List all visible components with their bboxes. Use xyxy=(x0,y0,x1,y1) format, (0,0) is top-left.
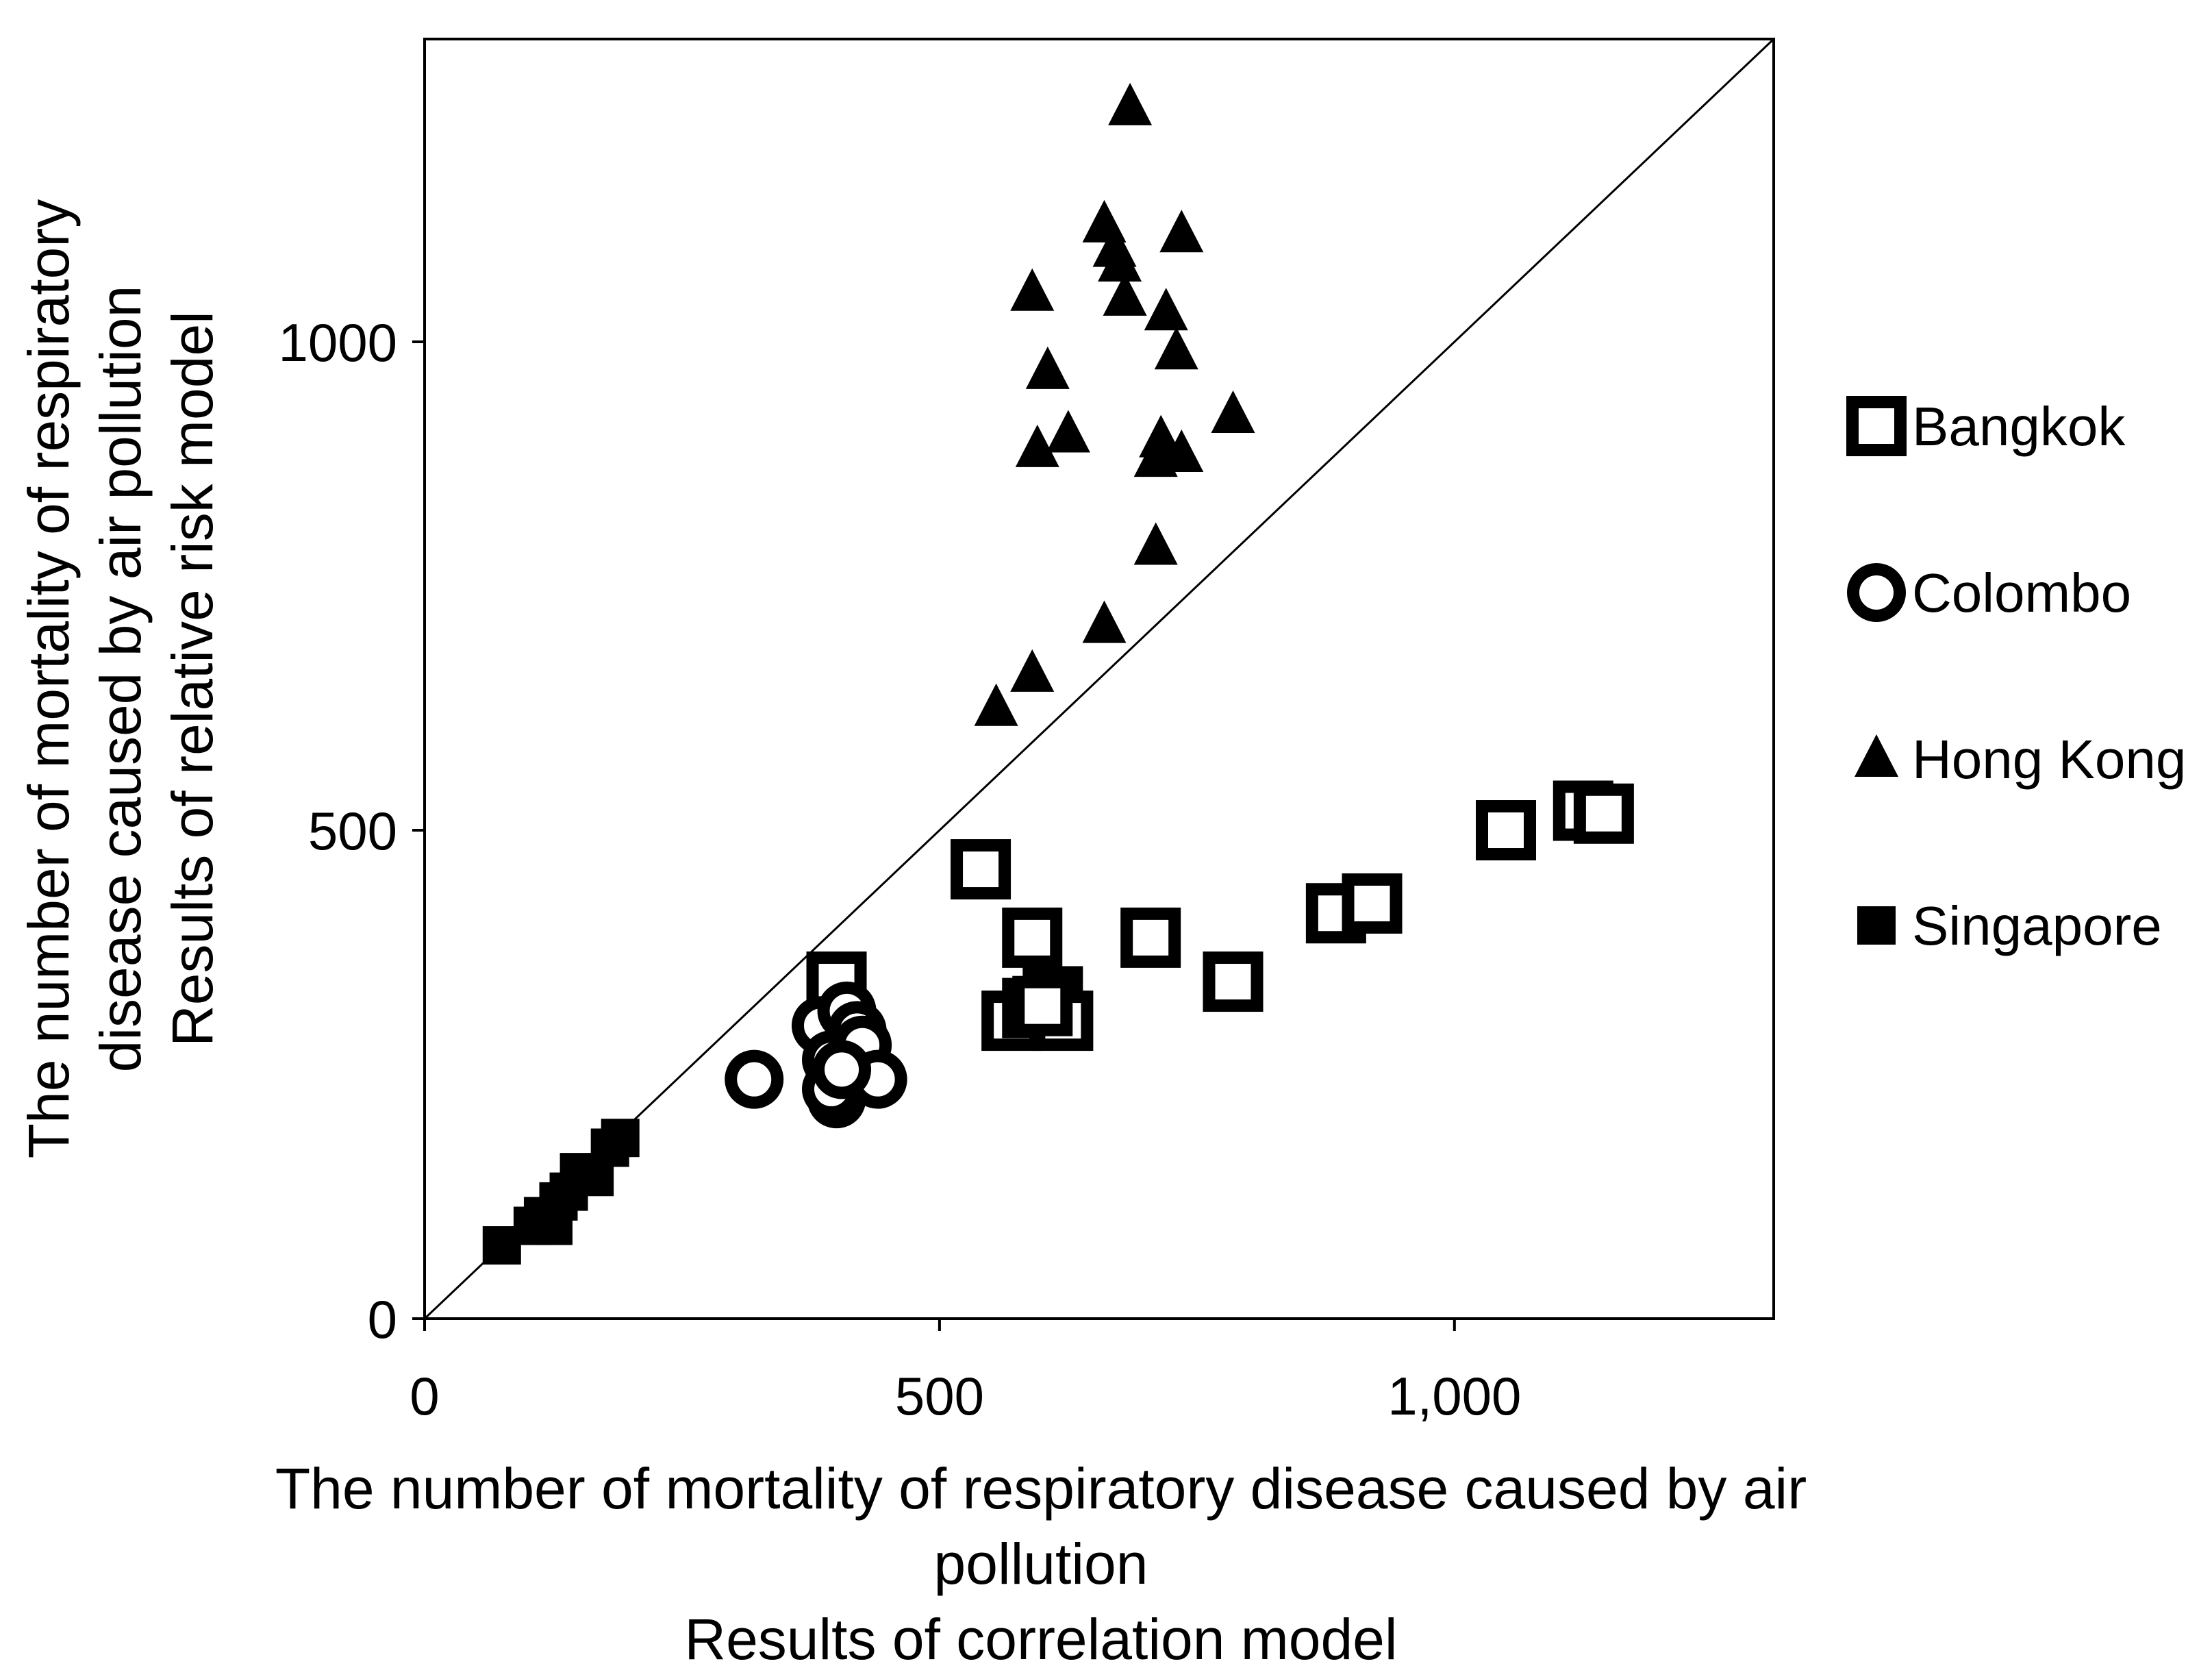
data-points xyxy=(482,82,1634,1265)
data-point xyxy=(974,683,1018,726)
x-axis-title: The number of mortality of respiratory d… xyxy=(275,1456,1807,1668)
data-point xyxy=(1098,238,1142,282)
y-axis: 0 500 1000 xyxy=(278,312,425,1349)
legend-label: Hong Kong xyxy=(1912,729,2186,790)
data-point xyxy=(1476,800,1537,861)
y-tick-label: 500 xyxy=(308,801,397,861)
data-point xyxy=(812,1040,872,1099)
series-colombo xyxy=(725,981,907,1129)
y-axis-title-line: Results of relative risk model xyxy=(160,311,225,1047)
data-point xyxy=(1025,346,1070,389)
x-axis-title-line: The number of mortality of respiratory d… xyxy=(275,1456,1807,1521)
legend-marker xyxy=(1846,396,1907,456)
y-axis-title-line: disease caused by air pollution xyxy=(88,286,153,1073)
data-point xyxy=(1342,873,1403,934)
data-point xyxy=(1082,600,1127,643)
data-point xyxy=(1144,288,1188,331)
x-axis-title-line: Results of correlation model xyxy=(684,1607,1397,1668)
data-point xyxy=(725,1049,784,1109)
data-point xyxy=(1159,430,1204,473)
data-point xyxy=(1046,410,1090,453)
series-bangkok xyxy=(806,780,1634,1051)
x-axis-title-line: pollution xyxy=(934,1532,1148,1596)
legend-marker xyxy=(1847,563,1906,622)
legend-label: Singapore xyxy=(1912,895,2162,956)
data-point xyxy=(1133,522,1178,565)
data-point xyxy=(1159,210,1204,253)
y-tick-label: 1000 xyxy=(278,312,397,373)
legend-marker xyxy=(1855,734,1898,777)
data-point xyxy=(1010,268,1055,311)
y-axis-title-line: The number of mortality of respiratory xyxy=(16,199,81,1159)
data-point xyxy=(1573,783,1634,844)
legend: Bangkok Colombo Hong Kong Singapore xyxy=(1846,396,2186,956)
legend-item: Colombo xyxy=(1847,562,2131,623)
data-point xyxy=(1120,907,1181,968)
x-tick-label: 500 xyxy=(895,1366,984,1426)
x-tick-label: 0 xyxy=(410,1366,439,1426)
data-point xyxy=(601,1119,640,1158)
data-point xyxy=(1211,390,1255,433)
legend-item: Singapore xyxy=(1857,895,2162,956)
x-tick-label: 1,000 xyxy=(1387,1366,1521,1426)
y-axis-title: The number of mortality of respiratory di… xyxy=(16,199,225,1159)
data-point xyxy=(1108,82,1153,125)
data-point xyxy=(1012,975,1073,1036)
data-point xyxy=(1002,907,1063,968)
series-hong-kong xyxy=(974,82,1255,726)
legend-item: Hong Kong xyxy=(1855,729,2186,790)
legend-marker xyxy=(1857,906,1896,945)
legend-item: Bangkok xyxy=(1846,396,2126,457)
data-point xyxy=(1010,649,1055,692)
legend-label: Colombo xyxy=(1912,562,2131,623)
data-point xyxy=(1015,424,1059,467)
legend-label: Bangkok xyxy=(1912,396,2126,457)
y-tick-label: 0 xyxy=(368,1289,397,1349)
data-point xyxy=(1154,327,1198,370)
data-point xyxy=(951,839,1011,900)
data-point xyxy=(1103,273,1147,316)
x-axis: 0 500 1,000 xyxy=(410,1319,1521,1426)
series-singapore xyxy=(482,1119,640,1265)
data-point xyxy=(1203,951,1264,1012)
y-equals-x-line xyxy=(423,38,1775,1320)
